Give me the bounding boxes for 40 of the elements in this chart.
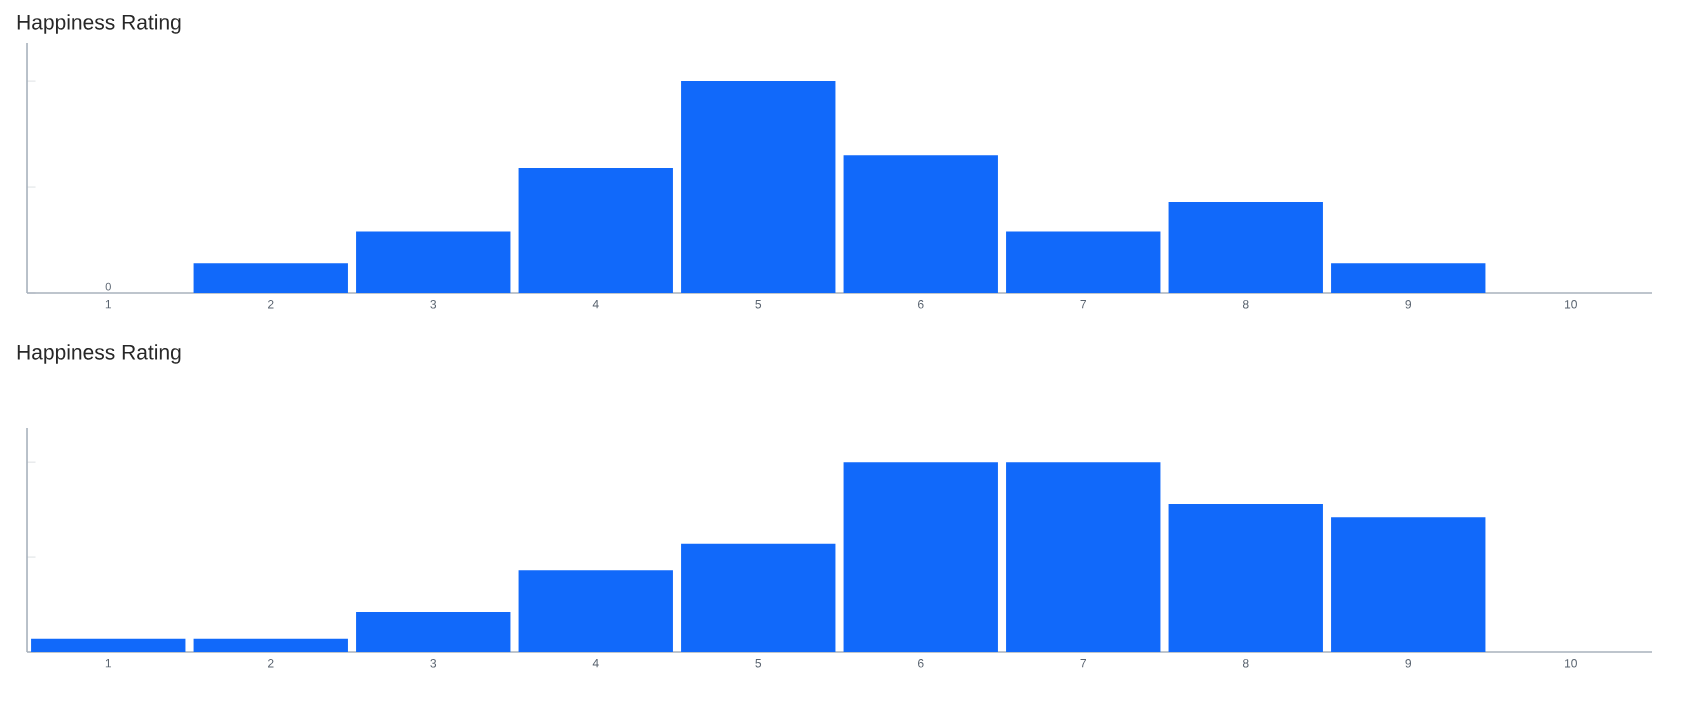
x-tick-label: 3 — [430, 300, 437, 309]
bar — [1331, 263, 1486, 293]
bar — [356, 231, 511, 293]
chart-title: Happiness Rating — [17, 344, 181, 364]
bar — [193, 638, 348, 652]
x-tick-label: 9 — [1405, 300, 1412, 309]
x-tick-label: 7 — [1080, 659, 1086, 668]
x-tick-label: 6 — [918, 300, 924, 309]
chart-title: Happiness Rating — [17, 14, 181, 34]
x-tick-label: 5 — [755, 659, 762, 668]
bar — [193, 263, 348, 293]
bar — [843, 462, 998, 652]
bar — [1006, 462, 1161, 652]
x-tick-label: 6 — [918, 659, 924, 668]
bar — [1168, 503, 1323, 652]
x-tick-label: 3 — [430, 659, 437, 668]
annotation: 0 — [105, 282, 111, 291]
bar — [681, 543, 836, 652]
x-tick-label: 4 — [592, 659, 599, 668]
x-tick-label: 2 — [268, 659, 274, 668]
x-tick-label: 9 — [1405, 659, 1412, 668]
bar — [1168, 201, 1323, 293]
bar — [1006, 231, 1161, 293]
bar — [518, 167, 673, 293]
x-tick-label: 8 — [1242, 659, 1249, 668]
x-tick-label: 4 — [592, 300, 599, 309]
x-tick-label: 10 — [1564, 659, 1577, 668]
x-tick-label: 1 — [105, 659, 112, 668]
x-tick-label: 5 — [755, 300, 762, 309]
bar — [681, 81, 836, 293]
x-tick-label: 1 — [105, 300, 112, 309]
x-tick-label: 10 — [1564, 300, 1577, 309]
x-tick-label: 7 — [1080, 300, 1086, 309]
bar — [31, 638, 186, 652]
bar — [518, 570, 673, 652]
bar — [356, 612, 511, 652]
x-tick-label: 2 — [268, 300, 274, 309]
bar — [843, 155, 998, 293]
bar — [1331, 517, 1486, 652]
x-tick-label: 8 — [1242, 300, 1249, 309]
